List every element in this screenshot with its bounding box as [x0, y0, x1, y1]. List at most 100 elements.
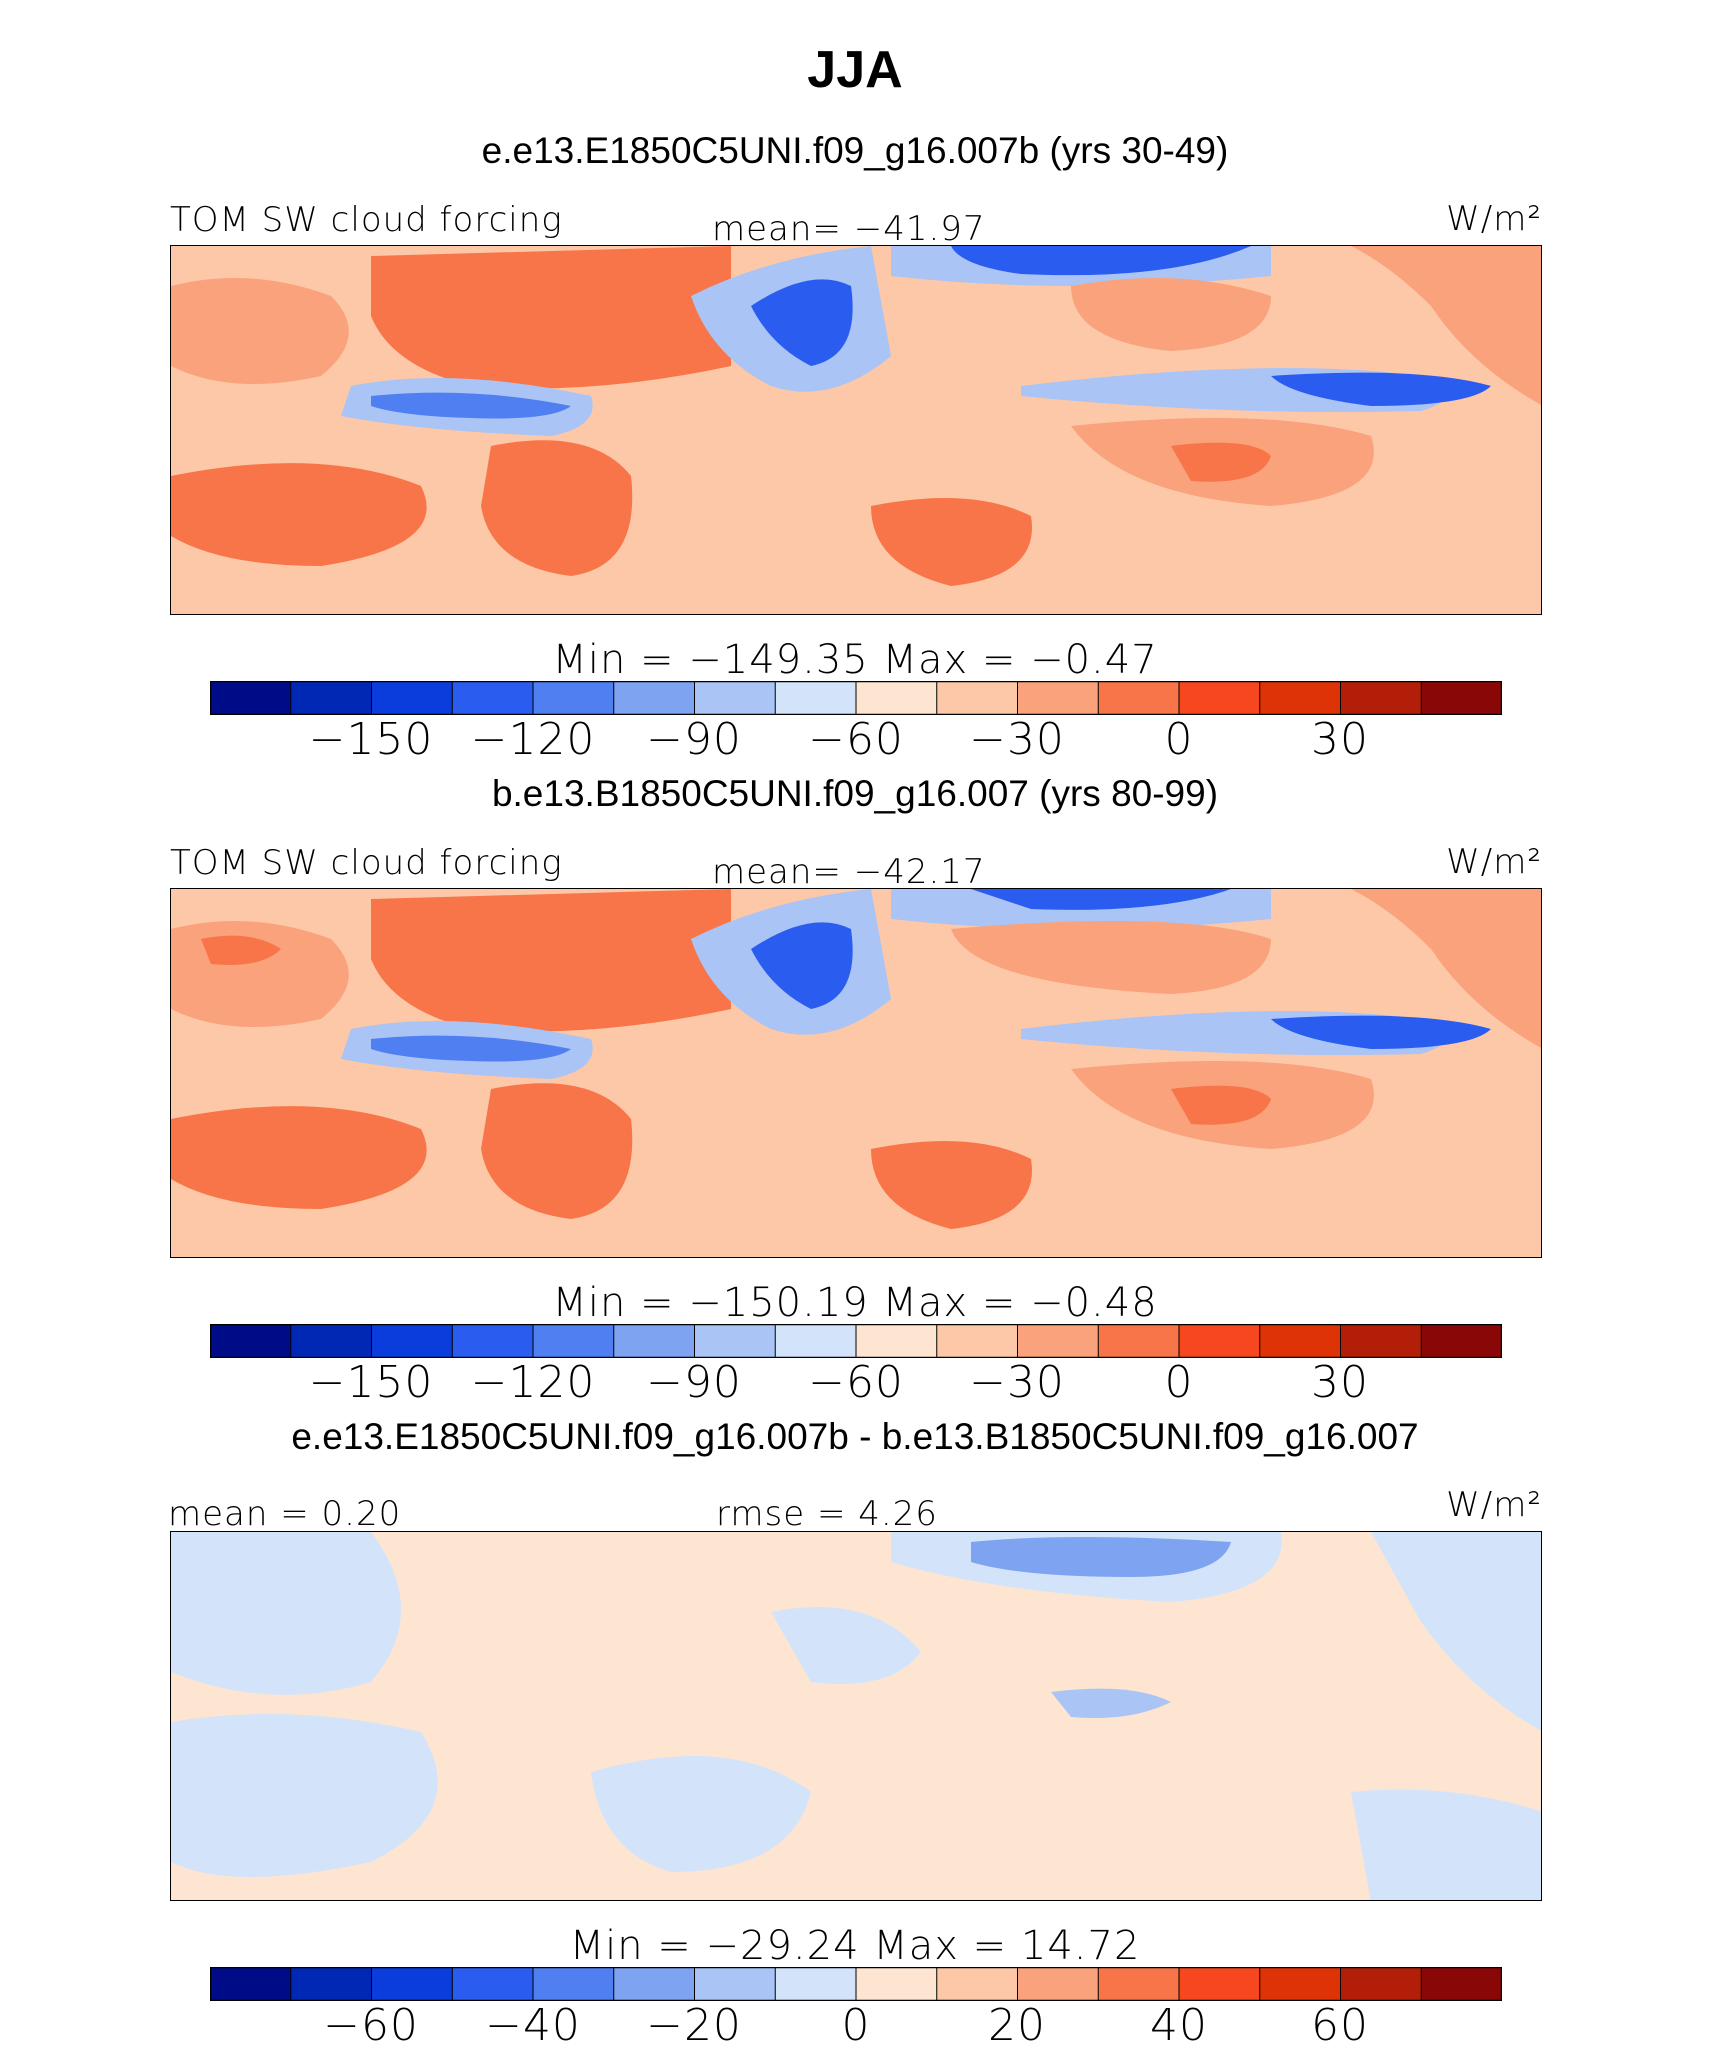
panel3-contour-map	[171, 1532, 1541, 1900]
panel1-s-africa-region	[481, 440, 633, 576]
panel3-colorbar-border	[210, 1967, 1502, 2001]
panel2-colorbar-tick: 0	[1164, 1357, 1194, 1408]
panel3-colorbar-box	[532, 1967, 615, 2001]
panel3-colorbar-box	[290, 1967, 373, 2001]
panel1-colorbar-ticks: −150 −120 −90 −60 −30 0 30	[210, 715, 1502, 765]
panel3-colorbar-box	[210, 1967, 292, 2001]
panel1-colorbar-box	[855, 681, 938, 715]
panel1-colorbar-box	[694, 681, 777, 715]
panel2-colorbar-box	[451, 1324, 534, 1358]
panel2-colorbar-border	[210, 1324, 1502, 1358]
panel3-colorbar-box	[694, 1967, 777, 2001]
panel3-rmse-label: rmse = 4.26	[716, 1494, 938, 1534]
panel2-colorbar	[210, 1324, 1502, 1358]
panel2-title: b.e13.B1850C5UNI.f09_g16.007 (yrs 80-99)	[491, 773, 1219, 814]
panel2-contour-map	[171, 889, 1541, 1257]
panel3-colorbar-svg	[210, 1967, 1502, 2001]
panel2-colorbar-box	[694, 1324, 777, 1358]
panel2-colorbar-box	[532, 1324, 615, 1358]
panel1-colorbar-tick: 0	[1164, 714, 1194, 765]
panel1-n-atlantic-anomaly	[171, 278, 349, 384]
panel2-colorbar-box	[613, 1324, 696, 1358]
panel3-colorbar-tick: −40	[485, 2000, 581, 2051]
panel2-colorbar-tick: −60	[808, 1357, 904, 1408]
panel2-colorbar-box	[936, 1324, 1019, 1358]
panel3-colorbar-box	[451, 1967, 534, 2001]
panel2-variable-label: TOM SW cloud forcing	[170, 843, 563, 883]
panel2-min-max: Min = −150.19 Max = −0.48	[552, 1280, 1158, 1326]
panel1-colorbar-tick: −120	[470, 714, 596, 765]
panel1-colorbar-box	[371, 681, 454, 715]
panel2-colorbar-box	[855, 1324, 938, 1358]
panel3-colorbar-ticks: −60 −40 −20 0 20 40 60	[210, 2001, 1502, 2051]
panel2-colorbar-tick: −30	[969, 1357, 1065, 1408]
figure-title: JJA	[807, 41, 903, 99]
panel3-mean-label: mean = 0.20	[168, 1494, 402, 1534]
panel1-colorbar-tick: −60	[808, 714, 904, 765]
panel1-colorbar-box	[1340, 681, 1423, 715]
panel1-map	[170, 245, 1542, 615]
panel2-colorbar-box	[1178, 1324, 1261, 1358]
panel2-colorbar-tick: −90	[646, 1357, 742, 1408]
panel3-colorbar-box	[1340, 1967, 1423, 2001]
panel3-map	[170, 1531, 1542, 1901]
panel1-colorbar-svg	[210, 681, 1502, 715]
panel2-colorbar-box	[1017, 1324, 1100, 1358]
panel2-colorbar-tick: −150	[308, 1357, 434, 1408]
panel1-colorbar-box	[1178, 681, 1261, 715]
panel1-colorbar-tick: −90	[646, 714, 742, 765]
panel3-colorbar-tick: 40	[1150, 2000, 1208, 2051]
panel3-min-max: Min = −29.24 Max = 14.72	[569, 1923, 1141, 1969]
panel1-mean-label: mean= −41.97	[712, 209, 986, 249]
panel2-colorbar-box	[371, 1324, 454, 1358]
panel1-sahara-region	[371, 246, 731, 389]
panel1-min-max: Min = −149.35 Max = −0.47	[552, 637, 1158, 683]
panel2-colorbar-svg	[210, 1324, 1502, 1358]
panel1-colorbar-box	[1097, 681, 1180, 715]
panel1-colorbar-box	[613, 681, 696, 715]
panel1-variable-label: TOM SW cloud forcing	[170, 200, 563, 240]
panel2-colorbar-box	[1340, 1324, 1423, 1358]
panel1-colorbar-box	[210, 681, 292, 715]
panel2-mean-label: mean= −42.17	[712, 852, 986, 892]
panel2-map	[170, 888, 1542, 1258]
panel3-colorbar-tick: 60	[1311, 2000, 1369, 2051]
panel1-colorbar-box	[1259, 681, 1342, 715]
panel1-colorbar-box	[290, 681, 373, 715]
panel1-colorbar-tick: 30	[1311, 714, 1369, 765]
panel1-colorbar-tick: −150	[308, 714, 434, 765]
panel1-colorbar-box	[774, 681, 857, 715]
panel3-units-label: W/m²	[1446, 1485, 1542, 1525]
panel1-australia-region	[871, 498, 1032, 586]
panel1-colorbar-tick: −30	[969, 714, 1065, 765]
panel3-colorbar	[210, 1967, 1502, 2001]
panel3-colorbar-tick: 0	[841, 2000, 871, 2051]
panel1-colorbar-box	[1420, 681, 1502, 715]
panel3-colorbar-tick: −60	[323, 2000, 419, 2051]
panel1-colorbar-box	[936, 681, 1019, 715]
panel2-colorbar-tick: 30	[1311, 1357, 1369, 1408]
panel2-colorbar-box	[1097, 1324, 1180, 1358]
panel2-colorbar-box	[290, 1324, 373, 1358]
panel1-title: e.e13.E1850C5UNI.f09_g16.007b (yrs 30-49…	[481, 130, 1229, 171]
panel1-colorbar-box	[532, 681, 615, 715]
panel3-colorbar-box	[936, 1967, 1019, 2001]
panel3-colorbar-box	[1017, 1967, 1100, 2001]
panel3-colorbar-box	[1259, 1967, 1342, 2001]
panel2-colorbar-box	[774, 1324, 857, 1358]
panel3-colorbar-box	[371, 1967, 454, 2001]
panel3-n-pacific-anomaly	[971, 1537, 1231, 1577]
panel3-colorbar-box	[1420, 1967, 1502, 2001]
panel1-contour-map	[171, 246, 1541, 614]
panel3-colorbar-box	[1097, 1967, 1180, 2001]
panel3-colorbar-box	[1178, 1967, 1261, 2001]
panel3-colorbar-tick: 20	[988, 2000, 1046, 2051]
panel1-colorbar	[210, 681, 1502, 715]
panel1-units-label: W/m²	[1446, 199, 1542, 239]
panel3-title: e.e13.E1850C5UNI.f09_g16.007b - b.e13.B1…	[291, 1416, 1419, 1457]
panel2-colorbar-box	[1259, 1324, 1342, 1358]
panel1-colorbar-box	[1017, 681, 1100, 715]
panel2-colorbar-box	[210, 1324, 292, 1358]
panel1-colorbar-border	[210, 681, 1502, 715]
panel1-s-atlantic-anomaly	[171, 463, 427, 566]
